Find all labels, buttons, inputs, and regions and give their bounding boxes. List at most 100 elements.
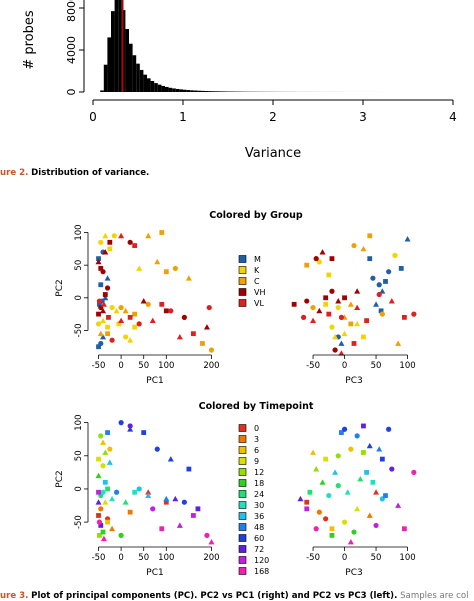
scatter-point <box>200 341 205 346</box>
scatter-point <box>127 337 133 342</box>
x-tick-label: -50 <box>92 553 106 563</box>
scatter-point <box>208 539 214 544</box>
histogram-x-tick-label: 4 <box>449 110 457 124</box>
scatter-point <box>105 285 110 290</box>
legend-swatch <box>239 524 246 531</box>
scatter-point <box>98 341 103 346</box>
scatter-point <box>351 243 356 248</box>
y-tick-label: 100 <box>74 415 84 431</box>
scatter-point <box>103 292 108 297</box>
scatter-point <box>304 506 309 511</box>
scatter-point <box>304 263 309 268</box>
figure-2-text: Distribution of variance. <box>31 168 149 178</box>
legend-swatch <box>239 278 246 285</box>
scatter-point <box>352 341 357 346</box>
legend-label: C <box>254 277 260 286</box>
scatter-point <box>163 496 169 501</box>
scatter-point <box>177 522 183 527</box>
scatter-point <box>107 246 112 251</box>
scatter-point <box>102 233 108 238</box>
y-tick-label: 50 <box>74 450 84 461</box>
scatter-point <box>96 457 101 462</box>
scatter-point <box>101 536 107 541</box>
scatter-point <box>98 282 103 287</box>
histogram-x-label: Variance <box>245 146 301 161</box>
scatter-point <box>342 295 347 300</box>
scatter-point <box>96 312 101 317</box>
histogram-bar <box>133 55 137 92</box>
scatter-point <box>204 324 210 329</box>
scatter-point <box>405 236 411 241</box>
scatter-point <box>314 526 319 531</box>
scatter-point <box>182 315 187 320</box>
scatter-point <box>168 308 173 313</box>
x-tick-label: 50 <box>138 553 149 563</box>
scatter-point <box>380 457 385 462</box>
scatter-point <box>326 273 331 278</box>
scatter-point <box>98 506 103 511</box>
histogram-bar <box>176 89 180 92</box>
scatter-point <box>304 500 309 505</box>
scatter-point <box>96 513 101 518</box>
scatter-point <box>292 302 297 307</box>
y-tick-label: 100 <box>74 224 84 240</box>
legend-label: 6 <box>254 446 259 455</box>
histogram-bar <box>183 90 187 92</box>
scatter-point <box>333 347 338 352</box>
histogram-bar <box>165 87 169 92</box>
group-panel-title: Colored by Group <box>209 210 303 221</box>
scatter-point <box>141 430 146 435</box>
scatter-point <box>100 440 106 445</box>
legend-swatch <box>239 491 246 498</box>
scatter-point <box>310 449 316 454</box>
histogram-bar <box>147 78 151 92</box>
scatter-point <box>102 449 108 454</box>
scatter-point <box>357 476 363 481</box>
scatter-point <box>100 269 105 274</box>
scatter-point <box>348 539 354 544</box>
scatter-point <box>336 483 341 488</box>
scatter-point <box>98 240 103 245</box>
scatter-point <box>308 490 313 495</box>
scatter-point <box>411 470 416 475</box>
scatter-point <box>373 301 379 306</box>
scatter-point <box>164 269 169 274</box>
scatter-point <box>209 347 214 352</box>
scatter-point <box>159 230 164 235</box>
scatter-point <box>355 433 360 438</box>
scatter-point <box>96 490 101 495</box>
legend-label: 168 <box>254 567 269 576</box>
scatter-point <box>96 321 101 326</box>
histogram-bar <box>219 91 223 92</box>
scatter-point <box>367 443 373 448</box>
histogram-x-tick-label: 2 <box>269 110 277 124</box>
x-tick-label: -50 <box>306 553 320 563</box>
scatter-point <box>389 298 395 303</box>
scatter-point <box>348 321 353 326</box>
histogram-bar <box>140 70 144 92</box>
scatter-point <box>100 318 106 323</box>
scatter-point <box>177 334 183 339</box>
histogram-bar <box>201 91 205 92</box>
scatter-point <box>155 447 160 452</box>
scatter-point <box>348 447 353 452</box>
scatter-point <box>330 256 335 261</box>
x-tick-label: 200 <box>203 361 219 371</box>
scatter-point <box>112 233 117 238</box>
histogram-bar <box>208 91 212 92</box>
scatter-point <box>145 233 151 238</box>
legend-swatch <box>239 568 246 575</box>
scatter-point <box>399 266 404 271</box>
y-axis-label: PC2 <box>55 279 65 296</box>
scatter-point <box>182 500 187 505</box>
scatter-point <box>364 318 369 323</box>
scatter-point <box>191 331 196 336</box>
figure-2-label: ure 2. <box>0 168 28 178</box>
scatter-point <box>310 318 316 323</box>
scatter-point <box>354 305 360 310</box>
histogram-y-tick-label: 4000 <box>65 36 78 64</box>
histogram-bar <box>179 89 183 92</box>
histogram-bar <box>107 37 111 92</box>
legend-swatch <box>239 469 246 476</box>
